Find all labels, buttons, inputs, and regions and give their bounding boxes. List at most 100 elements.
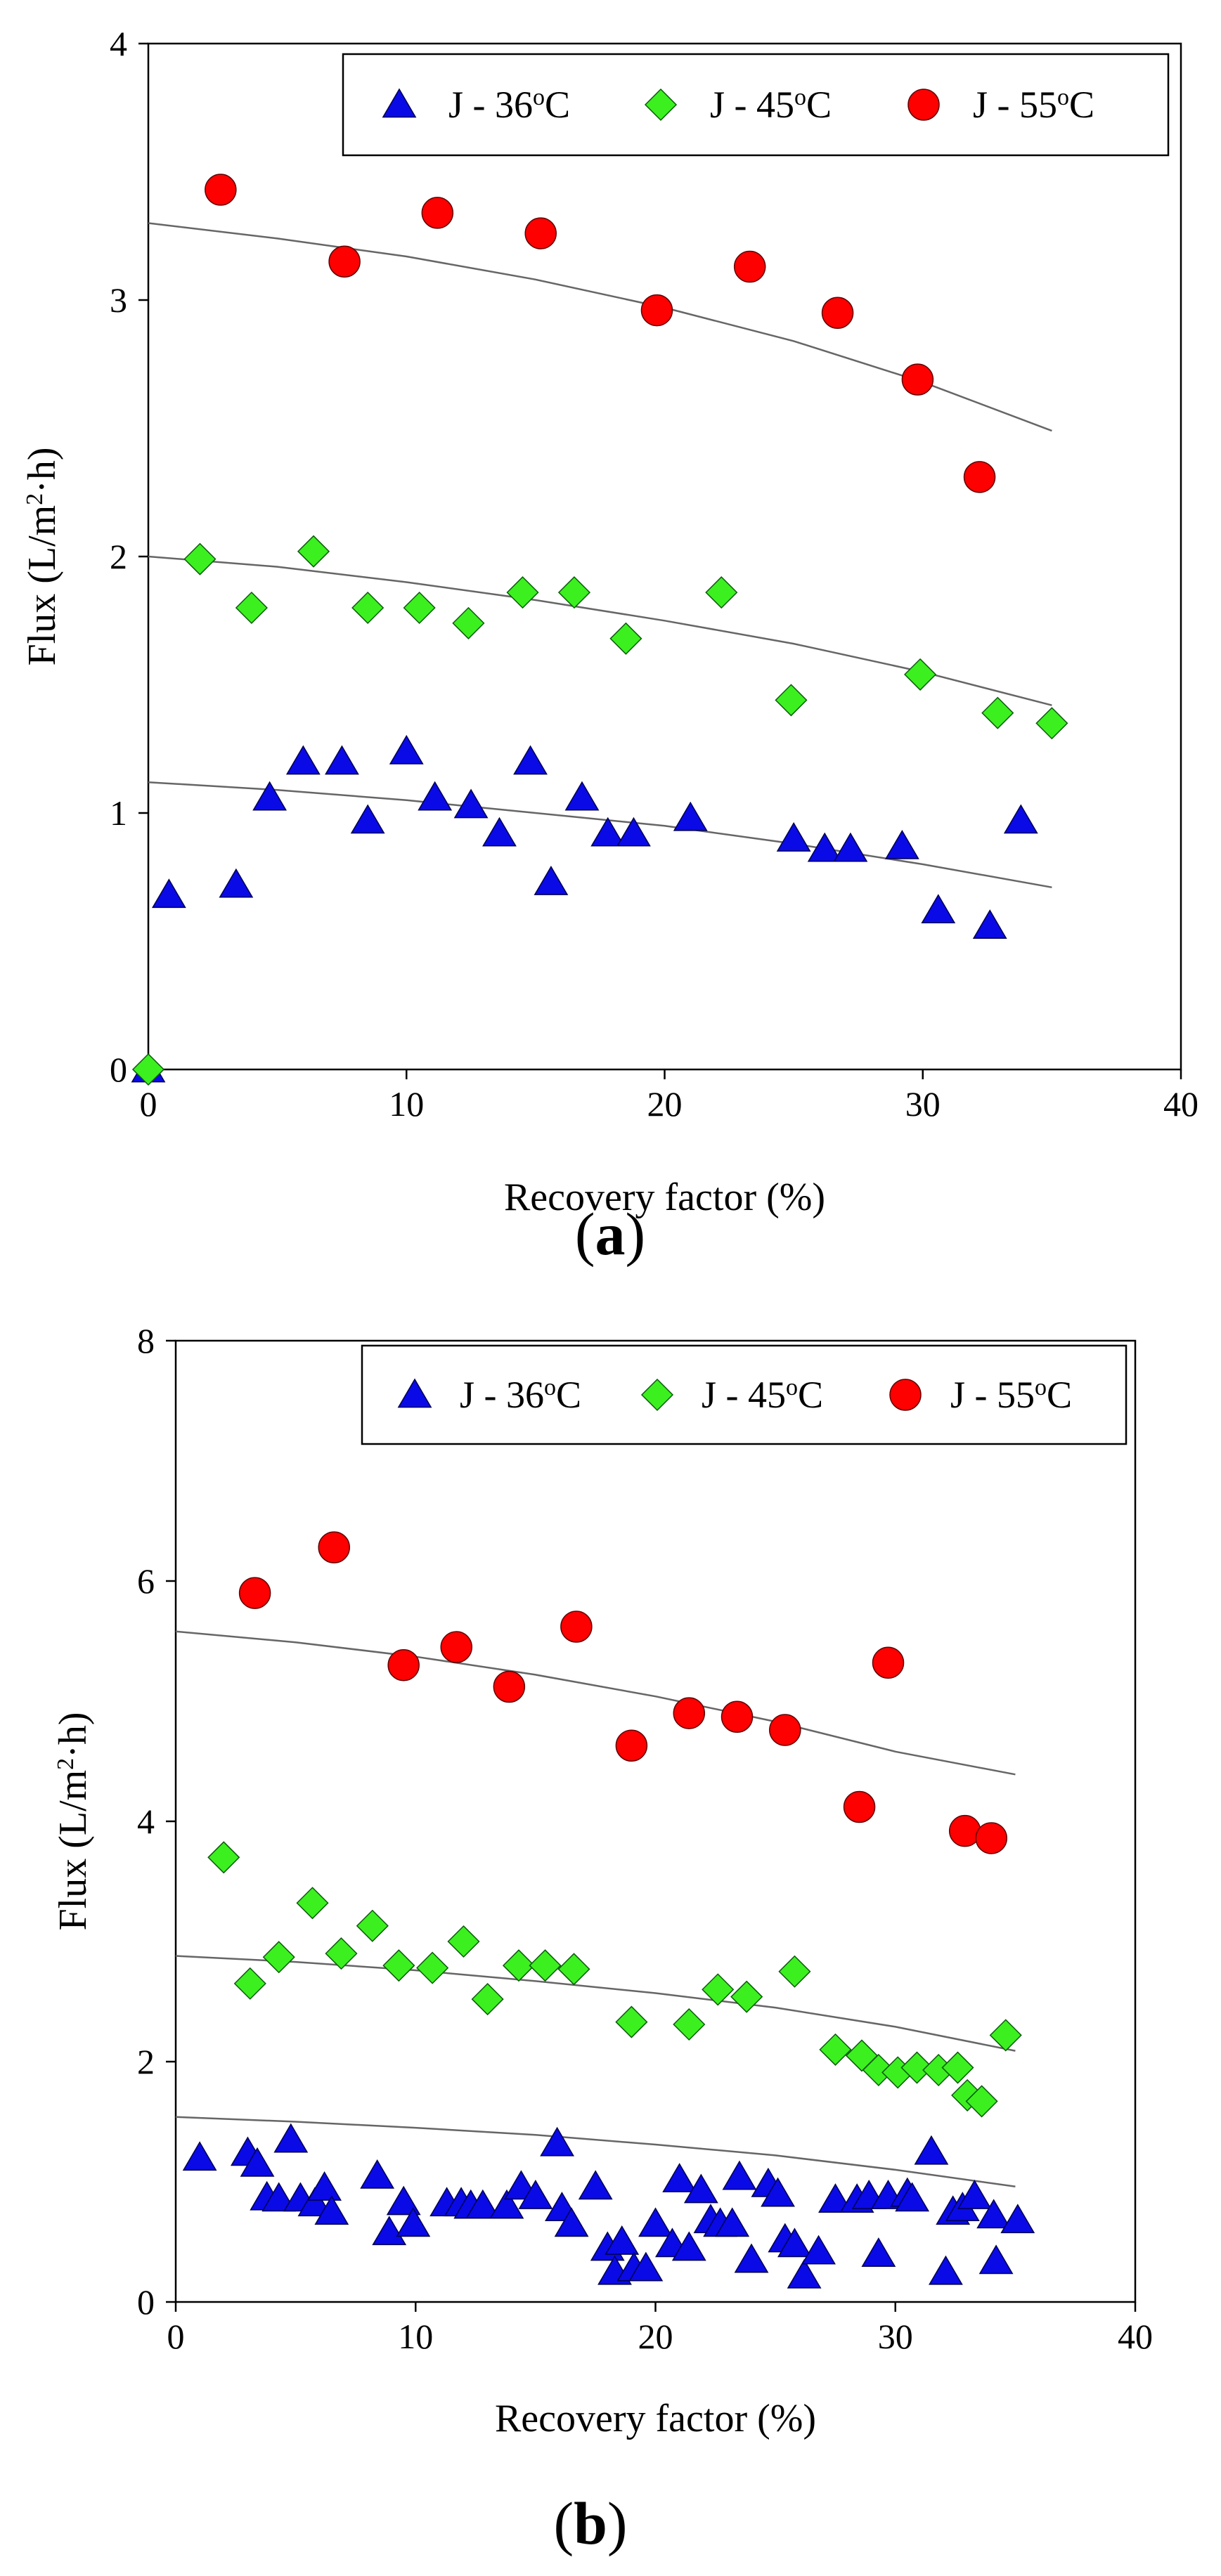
data-point <box>318 1531 350 1563</box>
y-axis-title-tail: ·h) <box>51 1712 95 1758</box>
legend-marker <box>640 1378 674 1412</box>
data-point <box>989 2019 1022 2052</box>
y-axis-title-sup: 2 <box>22 493 48 505</box>
series-diamond <box>207 1841 1022 2118</box>
data-point <box>325 745 359 775</box>
data-point <box>240 2147 275 2177</box>
trend-line <box>148 222 1052 432</box>
legend-label-sup: o <box>1057 84 1069 110</box>
legend-label: J - 55oC <box>950 1374 1072 1416</box>
data-point <box>628 2251 664 2282</box>
legend-marker <box>397 1378 432 1408</box>
data-point <box>941 2051 974 2084</box>
data-point <box>447 1925 480 1958</box>
data-point <box>821 297 854 329</box>
legend-label-main: J - 45 <box>702 1374 786 1416</box>
legend-label-tail: C <box>545 84 570 126</box>
data-point <box>801 2235 836 2265</box>
data-point <box>453 788 489 819</box>
x-axis-title: Recovery factor (%) <box>495 2397 816 2440</box>
legend-label-main: J - 36 <box>448 84 533 126</box>
y-tick-label: 1 <box>110 793 127 833</box>
y-tick-label: 8 <box>137 1321 155 1360</box>
data-point <box>452 606 485 639</box>
data-point <box>921 894 956 924</box>
data-point <box>1035 707 1068 740</box>
data-point <box>1000 2204 1035 2234</box>
data-point <box>235 591 268 625</box>
y-axis-title-main: Flux (L/m <box>51 1770 95 1931</box>
data-point <box>557 1953 590 1986</box>
y-axis-title: Flux (L/m2·h) <box>20 448 64 666</box>
series-triangle <box>131 734 1038 1083</box>
data-point <box>662 2163 697 2192</box>
data-point <box>769 1714 801 1746</box>
data-point <box>360 2159 395 2189</box>
data-point <box>861 2237 896 2267</box>
data-point <box>524 217 557 249</box>
data-point <box>981 696 1014 729</box>
data-point <box>673 2008 706 2041</box>
data-point <box>262 1941 295 1974</box>
data-point <box>590 817 626 847</box>
data-point <box>350 804 385 834</box>
x-tick-label: 0 <box>167 2317 185 2356</box>
data-point <box>671 2231 706 2261</box>
data-point <box>297 535 330 568</box>
legend-label-main: J - 55 <box>973 84 1057 126</box>
y-axis-title-main: Flux (L/m <box>20 505 64 666</box>
y-axis-title: Flux (L/m2·h) <box>51 1712 95 1931</box>
legend-box <box>361 1344 1128 1445</box>
y-axis-title-tail: ·h) <box>20 448 64 493</box>
legend-label-tail: C <box>1069 84 1094 126</box>
data-point <box>605 2225 640 2255</box>
data-point <box>502 1949 536 1982</box>
trend-line <box>148 781 1052 889</box>
data-point <box>314 2195 349 2225</box>
data-point <box>328 245 361 278</box>
panel-label-a: (a) <box>575 1200 645 1268</box>
data-point <box>976 2199 1012 2229</box>
data-point <box>534 866 569 895</box>
data-point <box>307 2171 342 2201</box>
y-axis-title-sup: 2 <box>53 1758 79 1770</box>
data-point <box>673 801 708 831</box>
data-point <box>389 734 424 765</box>
data-point <box>151 878 186 909</box>
data-point <box>734 2243 769 2273</box>
data-point <box>482 817 517 847</box>
data-point <box>914 2135 949 2165</box>
data-point <box>901 363 934 396</box>
data-point <box>872 1646 905 1679</box>
legend-label-sup: o <box>794 84 806 110</box>
y-tick-label: 4 <box>137 1802 155 1841</box>
x-axis-title: Recovery factor (%) <box>504 1176 825 1219</box>
data-point <box>833 832 868 862</box>
data-point <box>776 822 811 852</box>
series-circle <box>238 1531 1007 1854</box>
data-point <box>721 1700 754 1733</box>
legend-box <box>342 53 1170 157</box>
data-point <box>972 909 1007 939</box>
data-point <box>730 1980 763 2013</box>
data-point <box>560 1611 593 1643</box>
data-point <box>578 2170 613 2200</box>
data-point <box>219 868 254 898</box>
x-tick-label: 10 <box>398 2317 433 2356</box>
data-point <box>705 576 738 609</box>
data-point <box>819 2033 852 2066</box>
data-point <box>506 576 539 609</box>
legend-label-sup: o <box>544 1374 556 1400</box>
legend-marker <box>907 89 940 121</box>
data-point <box>957 2180 992 2209</box>
data-point <box>722 2160 757 2190</box>
legend-marker <box>644 88 678 122</box>
data-point <box>387 1648 420 1681</box>
x-tick-label: 20 <box>638 2317 673 2356</box>
legend-label: J - 45oC <box>710 84 832 126</box>
data-point <box>396 2207 431 2237</box>
trend-line <box>175 1955 1016 2052</box>
x-tick-label: 30 <box>878 2317 913 2356</box>
data-point <box>615 1729 648 1762</box>
data-point <box>440 1631 473 1663</box>
